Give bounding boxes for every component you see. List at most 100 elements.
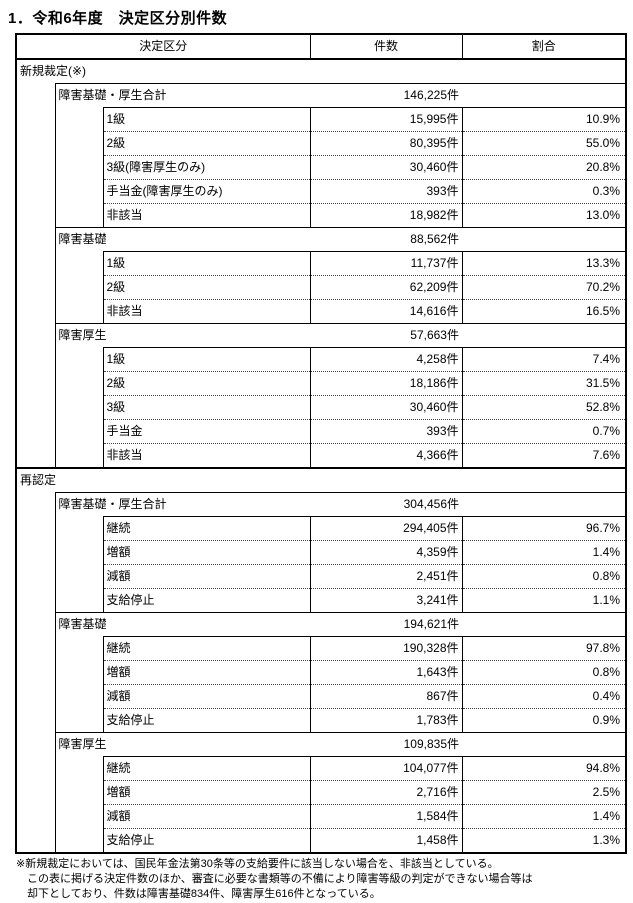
detail-row-spacer — [16, 805, 55, 829]
detail-count: 18,186件 — [309, 371, 462, 396]
detail-label: 非該当 — [102, 203, 310, 228]
group-row-spacer — [16, 613, 55, 637]
group-label: 障害厚生 — [54, 323, 310, 348]
detail-row-spacer — [54, 780, 103, 805]
detail-label: 継続 — [102, 756, 310, 781]
group-row-spacer — [16, 84, 55, 108]
detail-row-spacer — [16, 757, 55, 781]
group-ratio-empty — [462, 612, 626, 637]
detail-row-spacer — [54, 419, 103, 444]
detail-row-spacer — [54, 804, 103, 829]
group-ratio-empty — [462, 323, 626, 348]
detail-count: 15,995件 — [309, 107, 462, 132]
column-header-ratio: 割合 — [462, 34, 626, 60]
detail-row-spacer — [54, 347, 103, 372]
group-ratio-empty — [462, 732, 626, 757]
decision-table: 決定区分 件数 割合 新規裁定(※) 障害基礎・厚生合計 146,225件 1級 15,… — [15, 33, 627, 854]
detail-row-spacer — [16, 637, 55, 661]
detail-row-spacer — [16, 108, 55, 132]
detail-row-spacer — [54, 203, 103, 228]
detail-row-spacer — [16, 685, 55, 709]
detail-row: 継続 104,077件 94.8% — [16, 756, 626, 781]
detail-row-spacer — [16, 829, 55, 854]
detail-row-spacer — [54, 155, 103, 180]
group-ratio-empty — [462, 227, 626, 252]
decision-table-body: 新規裁定(※) 障害基礎・厚生合計 146,225件 1級 15,995件 10.9% 2級… — [16, 59, 626, 853]
detail-row: 継続 190,328件 97.8% — [16, 636, 626, 661]
detail-count: 30,460件 — [309, 155, 462, 180]
detail-count: 1,783件 — [309, 708, 462, 733]
detail-ratio: 1.4% — [461, 804, 626, 829]
detail-row: 2級 80,395件 55.0% — [16, 131, 626, 156]
detail-row: 1級 4,258件 7.4% — [16, 347, 626, 372]
page-title: 1．令和6年度 決定区分別件数 — [8, 10, 228, 27]
detail-count: 80,395件 — [309, 131, 462, 156]
detail-count: 2,451件 — [309, 564, 462, 589]
detail-row-spacer — [16, 661, 55, 685]
group-row-spacer — [16, 733, 55, 757]
detail-row-spacer — [54, 684, 103, 709]
section-row: 新規裁定(※) — [16, 59, 626, 84]
detail-ratio: 97.8% — [461, 636, 626, 661]
detail-row: 非該当 4,366件 7.6% — [16, 443, 626, 468]
detail-row: 減額 867件 0.4% — [16, 684, 626, 709]
detail-ratio: 1.1% — [461, 588, 626, 613]
group-row: 障害基礎 194,621件 — [16, 612, 626, 637]
detail-count: 62,209件 — [309, 275, 462, 300]
detail-ratio: 52.8% — [461, 395, 626, 420]
detail-label: 2級 — [102, 371, 310, 396]
detail-row-spacer — [16, 156, 55, 180]
detail-ratio: 7.4% — [461, 347, 626, 372]
detail-ratio: 96.7% — [461, 516, 626, 541]
group-label: 障害基礎・厚生合計 — [54, 492, 310, 517]
detail-row-spacer — [54, 828, 103, 853]
detail-row-spacer — [16, 709, 55, 733]
detail-label: 支給停止 — [102, 588, 310, 613]
detail-row: 2級 18,186件 31.5% — [16, 371, 626, 396]
detail-label: 支給停止 — [102, 828, 310, 853]
detail-ratio: 94.8% — [461, 756, 626, 781]
group-label: 障害基礎 — [54, 612, 310, 637]
detail-count: 1,643件 — [309, 660, 462, 685]
footnote: ※新規裁定においては、国民年金法第30条等の支給要件に該当しない場合を、非該当と… — [16, 857, 633, 902]
group-count: 304,456件 — [310, 492, 462, 517]
detail-row-spacer — [54, 371, 103, 396]
detail-row: 支給停止 1,458件 1.3% — [16, 828, 626, 854]
detail-count: 4,366件 — [309, 443, 462, 468]
detail-row-spacer — [16, 132, 55, 156]
group-label: 障害厚生 — [54, 732, 310, 757]
group-count: 194,621件 — [310, 612, 462, 637]
detail-row: 3級 30,460件 52.8% — [16, 395, 626, 420]
detail-count: 190,328件 — [309, 636, 462, 661]
detail-row-spacer — [54, 443, 103, 468]
detail-label: 1級 — [102, 347, 310, 372]
detail-row: 手当金(障害厚生のみ) 393件 0.3% — [16, 179, 626, 204]
detail-count: 104,077件 — [309, 756, 462, 781]
detail-row-spacer — [54, 516, 103, 541]
detail-label: 3級(障害厚生のみ) — [102, 155, 310, 180]
detail-row-spacer — [16, 252, 55, 276]
detail-ratio: 2.5% — [461, 780, 626, 805]
detail-label: 増額 — [102, 540, 310, 565]
detail-label: 2級 — [102, 131, 310, 156]
detail-row-spacer — [16, 180, 55, 204]
group-row-spacer — [16, 228, 55, 252]
section-label: 再認定 — [16, 467, 626, 493]
detail-count: 393件 — [309, 179, 462, 204]
detail-row-spacer — [54, 275, 103, 300]
group-label: 障害基礎・厚生合計 — [54, 83, 310, 108]
group-row: 障害基礎・厚生合計 304,456件 — [16, 492, 626, 517]
table-header-row: 決定区分 件数 割合 — [16, 34, 626, 60]
detail-count: 294,405件 — [309, 516, 462, 541]
detail-label: 減額 — [102, 564, 310, 589]
detail-ratio: 0.8% — [461, 660, 626, 685]
detail-row: 手当金 393件 0.7% — [16, 419, 626, 444]
footnote-line: この表に掲げる決定件数のほか、審査に必要な書類等の不備により障害等級の判定ができ… — [27, 873, 533, 885]
group-count: 109,835件 — [310, 732, 462, 757]
detail-row: 2級 62,209件 70.2% — [16, 275, 626, 300]
detail-label: 非該当 — [102, 299, 310, 324]
detail-row-spacer — [16, 565, 55, 589]
detail-ratio: 0.4% — [461, 684, 626, 709]
detail-row-spacer — [16, 372, 55, 396]
detail-row: 増額 2,716件 2.5% — [16, 780, 626, 805]
